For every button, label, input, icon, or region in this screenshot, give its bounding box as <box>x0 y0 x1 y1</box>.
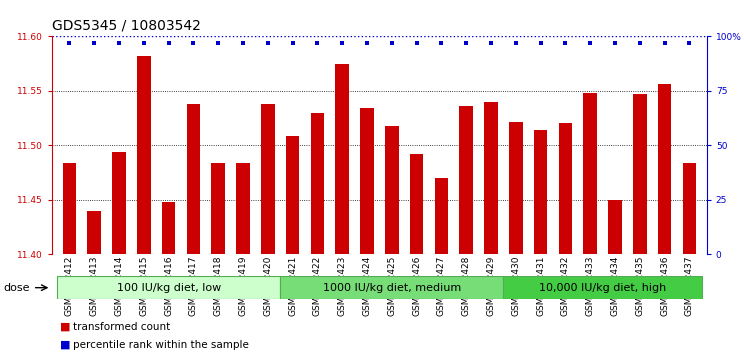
Bar <box>62 163 76 254</box>
Text: 1000 IU/kg diet, medium: 1000 IU/kg diet, medium <box>323 283 461 293</box>
Bar <box>509 122 522 254</box>
Bar <box>609 200 622 254</box>
Text: ■: ■ <box>60 322 74 332</box>
Bar <box>187 104 200 254</box>
Bar <box>385 126 399 254</box>
Bar <box>336 64 349 254</box>
Bar <box>286 136 299 254</box>
Bar <box>237 163 250 254</box>
Text: percentile rank within the sample: percentile rank within the sample <box>73 340 248 350</box>
Bar <box>162 202 176 254</box>
Bar <box>534 130 548 254</box>
Bar <box>504 276 702 299</box>
Text: dose: dose <box>4 283 31 293</box>
Bar <box>360 108 374 254</box>
Text: GDS5345 / 10803542: GDS5345 / 10803542 <box>52 18 201 32</box>
Bar <box>682 163 696 254</box>
Bar <box>434 178 448 254</box>
Bar <box>112 152 126 254</box>
Bar <box>410 154 423 254</box>
Text: 10,000 IU/kg diet, high: 10,000 IU/kg diet, high <box>539 283 667 293</box>
Bar <box>280 276 504 299</box>
Bar <box>460 106 473 254</box>
Bar <box>211 163 225 254</box>
Bar <box>658 84 671 254</box>
Text: transformed count: transformed count <box>73 322 170 332</box>
Bar <box>261 104 275 254</box>
Bar <box>559 123 572 254</box>
Bar <box>311 113 324 254</box>
Bar <box>88 211 101 254</box>
Text: ■: ■ <box>60 340 74 350</box>
Text: 100 IU/kg diet, low: 100 IU/kg diet, low <box>117 283 221 293</box>
Bar <box>633 94 647 254</box>
Bar <box>484 102 498 254</box>
Bar <box>57 276 280 299</box>
Bar <box>137 56 150 254</box>
Bar <box>583 93 597 254</box>
